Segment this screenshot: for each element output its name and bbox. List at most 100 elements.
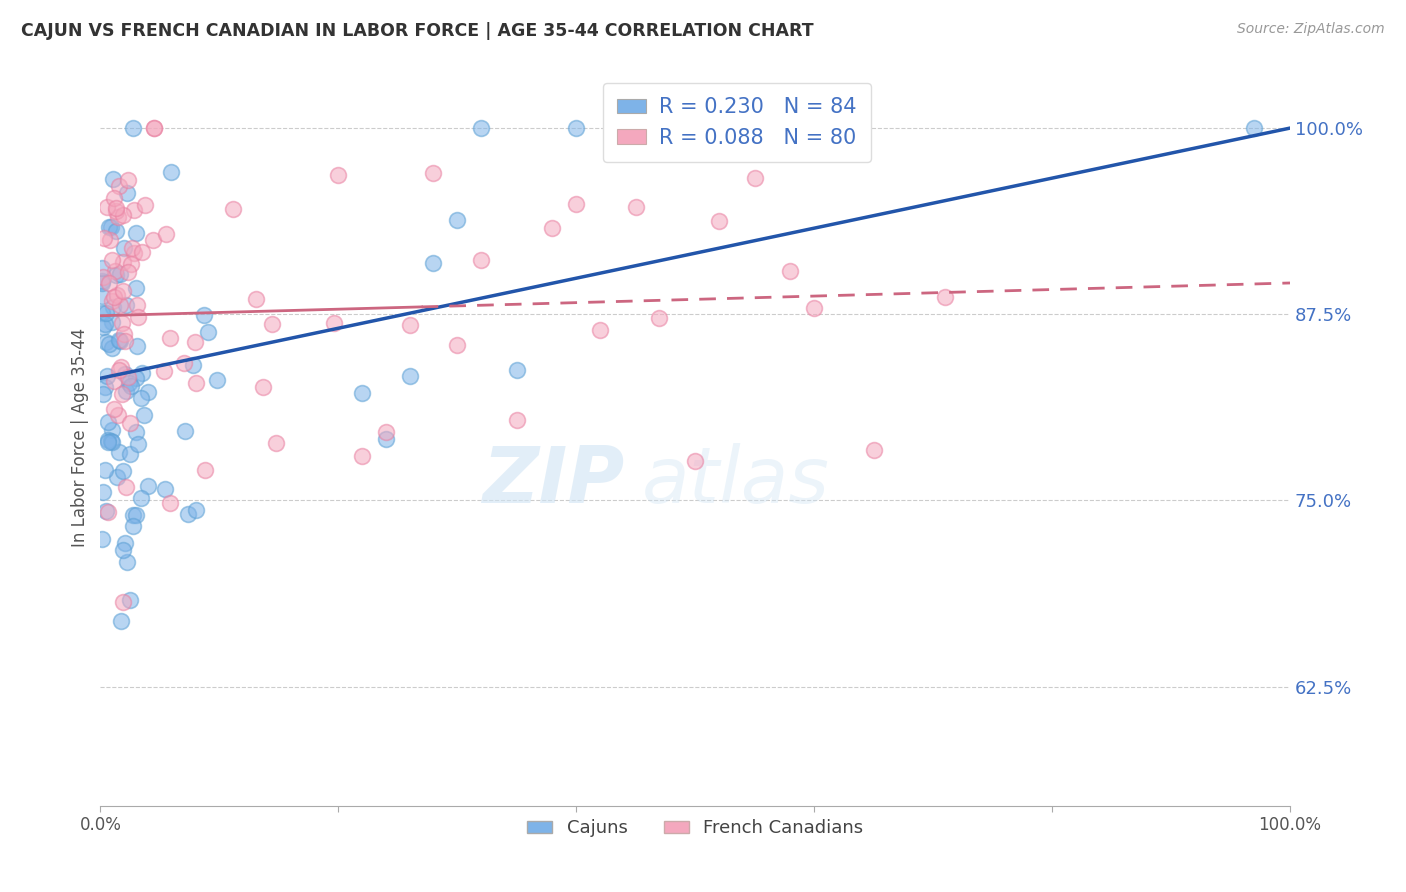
Point [707,214,730,228]
Point [104,201,127,215]
Point [94,318,117,332]
Point [127,437,149,451]
Point [112,285,135,299]
Point [446,338,468,352]
Point [744,170,766,185]
Point [184,503,207,517]
Point [323,316,346,330]
Point [122,508,145,523]
Point [352,385,374,400]
Point [96,200,118,214]
Point [470,121,492,136]
Point [125,425,148,439]
Point [111,316,134,330]
Point [101,294,124,309]
Point [100,434,122,449]
Point [181,358,204,372]
Point [121,256,143,270]
Point [98,336,121,351]
Point [93,463,115,477]
Point [96,368,118,383]
Text: ZIP: ZIP [481,443,624,519]
Point [108,363,131,377]
Point [111,255,134,269]
Point [193,308,215,322]
Point [101,300,124,314]
Point [98,233,121,247]
Point [197,325,219,339]
Point [122,519,145,533]
Point [97,415,120,429]
Point [117,173,139,187]
Point [422,166,444,180]
Point [131,366,153,380]
Legend: Cajuns, French Canadians: Cajuns, French Canadians [520,812,870,845]
Point [127,339,149,353]
Point [97,433,120,447]
Point [648,311,671,326]
Point [100,434,122,448]
Point [90,260,112,275]
Point [565,121,588,136]
Point [124,371,146,385]
Point [104,224,127,238]
Point [101,315,124,329]
Point [803,301,825,315]
Point [112,241,135,255]
Point [98,220,121,235]
Point [127,310,149,325]
Point [118,416,141,430]
Point [90,276,112,290]
Point [94,504,117,518]
Point [129,491,152,505]
Point [143,121,166,136]
Point [541,220,564,235]
Point [177,507,200,521]
Point [108,333,131,347]
Point [94,306,117,320]
Y-axis label: In Labor Force | Age 35-44: In Labor Force | Age 35-44 [72,327,89,547]
Point [122,121,145,136]
Point [132,408,155,422]
Point [103,402,125,417]
Point [114,297,136,311]
Point [1243,121,1265,136]
Point [127,298,149,312]
Point [565,197,588,211]
Point [470,253,492,268]
Point [111,542,134,557]
Point [245,292,267,306]
Point [107,179,129,194]
Point [110,614,132,628]
Point [91,386,114,401]
Point [107,211,129,225]
Point [93,231,115,245]
Point [160,165,183,179]
Point [143,121,166,136]
Point [111,387,134,401]
Point [153,482,176,496]
Point [120,379,142,393]
Point [94,380,117,394]
Point [506,412,529,426]
Point [422,256,444,270]
Point [98,276,121,290]
Point [129,391,152,405]
Point [108,267,131,281]
Text: CAJUN VS FRENCH CANADIAN IN LABOR FORCE | AGE 35-44 CORRELATION CHART: CAJUN VS FRENCH CANADIAN IN LABOR FORCE … [21,22,814,40]
Point [108,334,131,348]
Point [91,320,114,334]
Point [105,288,128,302]
Point [124,281,146,295]
Point [114,368,136,382]
Point [104,264,127,278]
Point [136,385,159,400]
Point [108,298,131,312]
Point [252,379,274,393]
Point [142,233,165,247]
Point [374,432,396,446]
Point [121,241,143,255]
Point [374,425,396,439]
Point [624,201,647,215]
Point [110,360,132,375]
